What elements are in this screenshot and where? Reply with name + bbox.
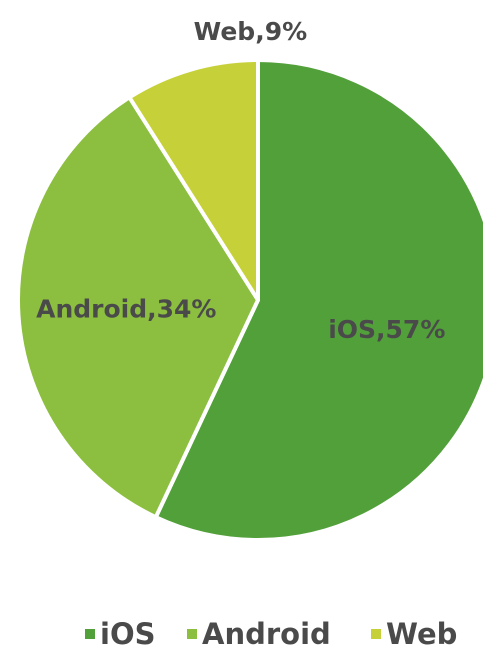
legend-item-web: Web [371,614,457,654]
legend-swatch-android [187,629,197,639]
pie-chart: iOS,57% Android,34% Web,9% [16,17,483,542]
data-label-android: Android,34% [36,294,216,323]
legend-label-android: Android [202,617,331,651]
legend-item-android: Android [187,614,331,654]
legend-swatch-web [371,629,381,639]
chart-legend: iOS Android Web [0,614,483,654]
legend-item-ios: iOS [85,614,155,654]
pie-slices [16,58,483,542]
data-label-ios: iOS,57% [328,315,445,344]
pie-slice-web [127,58,260,302]
pie-slice-ios [153,58,483,542]
legend-label-web: Web [386,617,458,651]
pie-slice-android [16,95,260,520]
legend-swatch-ios [85,629,95,639]
legend-label-ios: iOS [100,617,156,651]
data-label-web: Web,9% [194,17,307,46]
pie-labels: iOS,57% Android,34% Web,9% [36,17,445,344]
